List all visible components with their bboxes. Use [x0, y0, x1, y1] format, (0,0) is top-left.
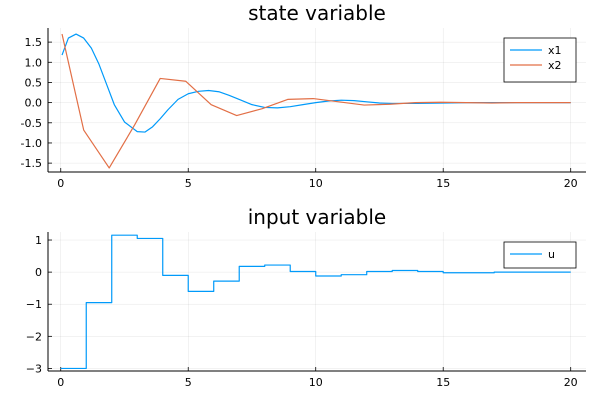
x-tick-label: 10: [309, 177, 323, 190]
y-tick-label: -0.5: [21, 117, 42, 130]
x-tick-label: 5: [185, 376, 192, 389]
y-tick-label: 0.5: [25, 76, 43, 89]
series-line-u: [60, 234, 571, 370]
y-tick-label: 0.0: [25, 97, 43, 110]
legend-box: [503, 241, 577, 269]
x-tick-label: 5: [185, 177, 192, 190]
x-tick-label: 0: [57, 177, 64, 190]
chart-title: state variable: [248, 1, 386, 25]
y-tick-label: −1: [26, 298, 42, 311]
series-line-x2: [61, 33, 571, 169]
x-tick-label: 20: [564, 376, 578, 389]
y-tick-label: 1.0: [25, 56, 43, 69]
y-tick-label: -1.5: [21, 157, 42, 170]
legend-label-u: u: [548, 248, 555, 261]
x-tick-label: 15: [436, 177, 450, 190]
x-tick-label: 15: [436, 376, 450, 389]
x-tick-label: 20: [564, 177, 578, 190]
y-tick-label: 0: [35, 266, 42, 279]
legend-label-x2: x2: [548, 59, 562, 72]
y-tick-label: −2: [26, 330, 42, 343]
legend: u: [503, 241, 577, 269]
y-tick-label: 1: [35, 234, 42, 247]
y-tick-label: −3: [26, 362, 42, 375]
y-tick-label: -1.0: [21, 137, 42, 150]
y-tick-label: 1.5: [25, 36, 43, 49]
chart-title: input variable: [248, 205, 387, 229]
x-tick-label: 10: [309, 376, 323, 389]
legend-label-x1: x1: [548, 44, 562, 57]
state-plot: state variable 0 5 10 15 20 1.5 1.0 0.5 0.0 -0.5 -1…: [21, 1, 586, 190]
legend-box: [503, 37, 577, 83]
x-tick-label: 0: [57, 376, 64, 389]
